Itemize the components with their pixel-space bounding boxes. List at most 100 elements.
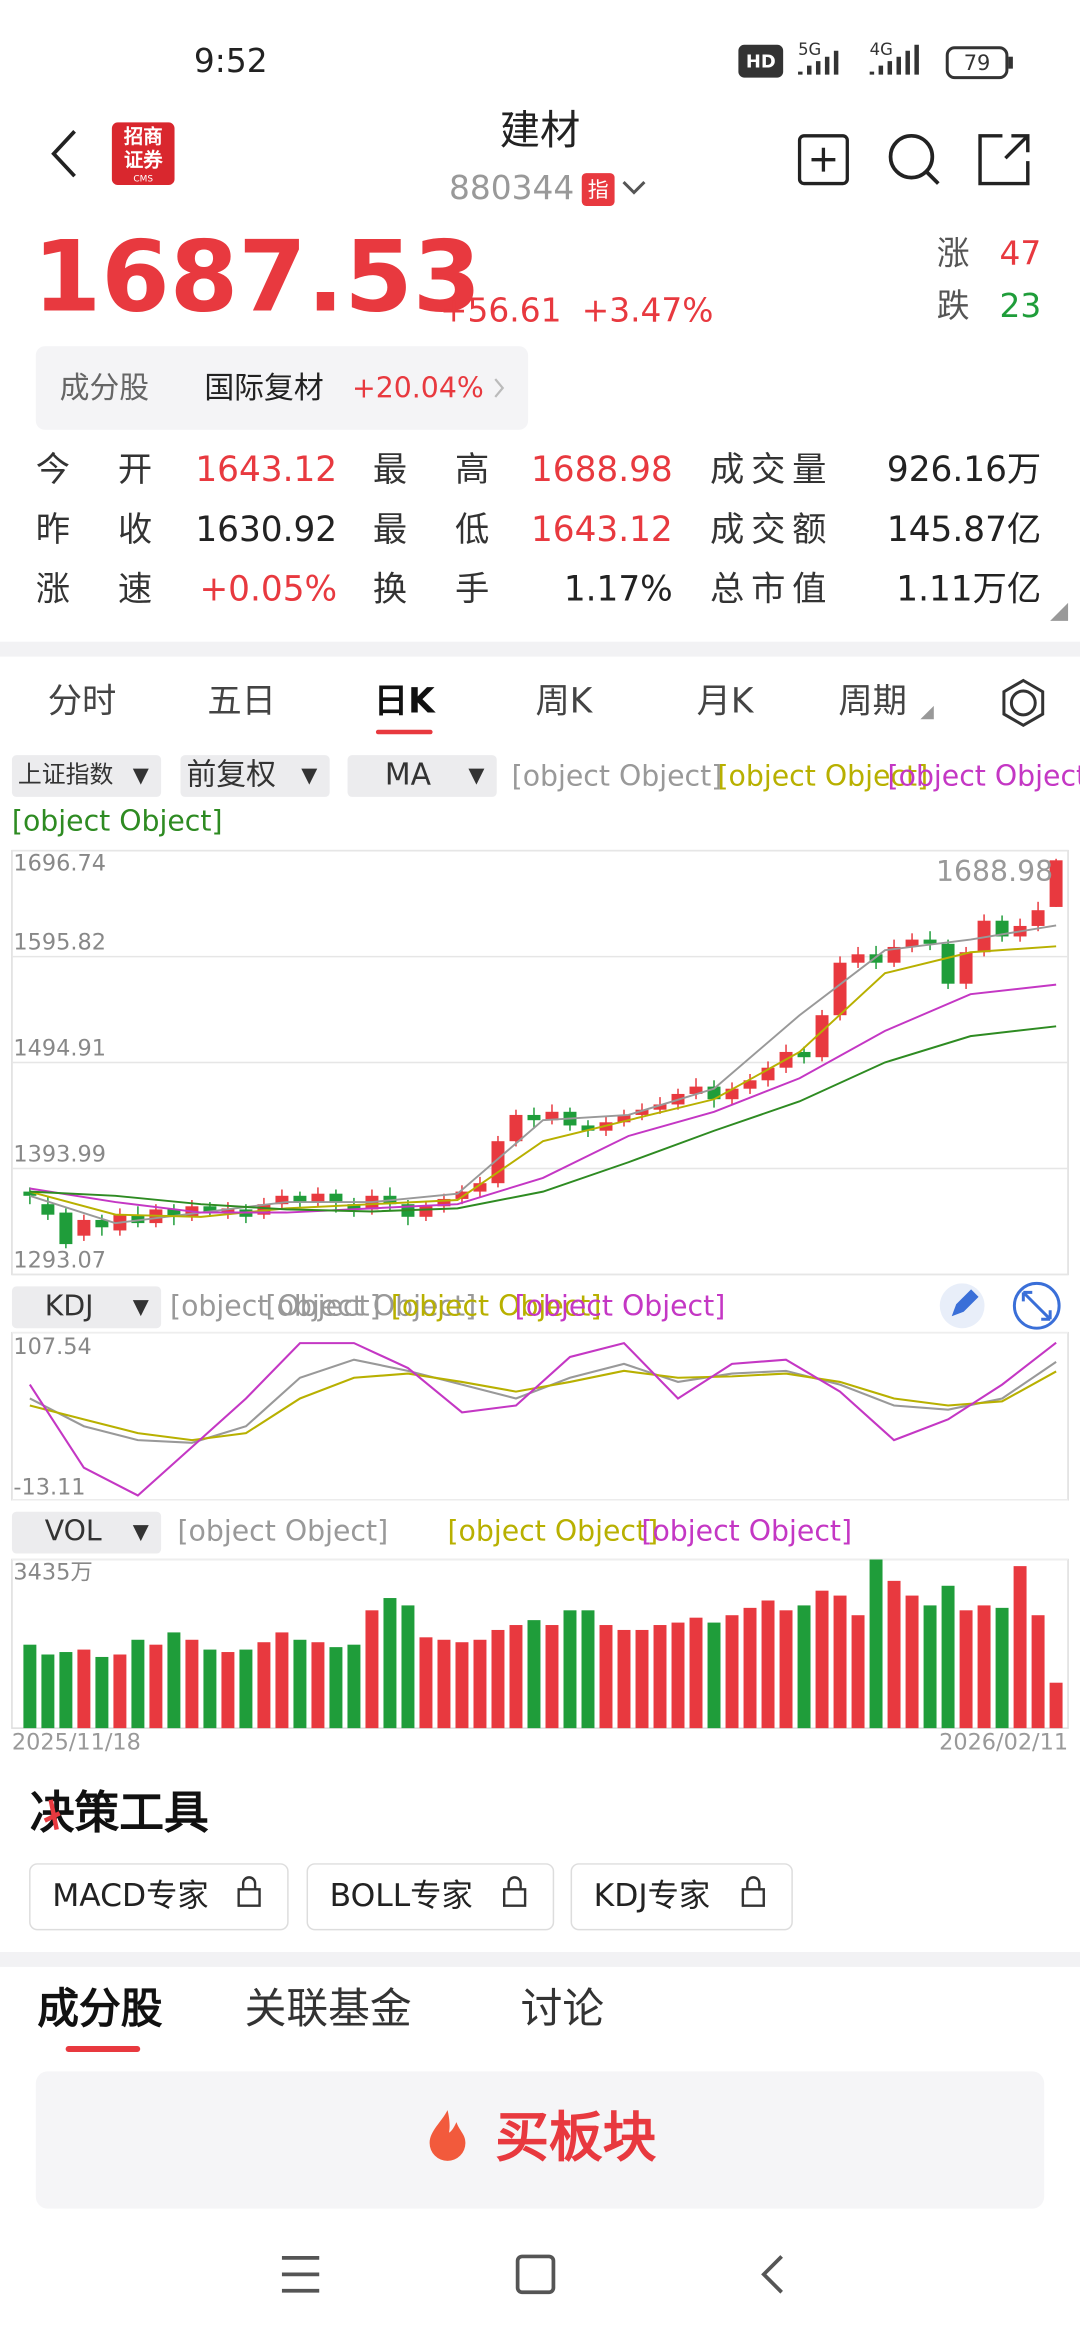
selector-label: 前复权	[186, 758, 275, 793]
kdj-chart: [object Object][object Object][object Ob…	[11, 1289, 1069, 1501]
y-tick-label: -13.11	[13, 1474, 85, 1500]
stat-label: 昨收	[36, 510, 152, 550]
candle-body	[887, 946, 901, 963]
kdj-line	[29, 1358, 1057, 1444]
share-button[interactable]	[978, 134, 1030, 186]
y-tick-label: 1393.99	[13, 1142, 106, 1168]
volume-bar	[311, 1642, 325, 1729]
tab[interactable]: 五日	[207, 681, 276, 721]
battery-level: 79	[964, 51, 991, 75]
volume-bar	[113, 1654, 127, 1729]
tool-button[interactable]	[29, 1863, 289, 1931]
candle-body	[923, 939, 937, 944]
arrow: ▼	[301, 763, 317, 787]
volume-bar	[1049, 1682, 1063, 1729]
bottom-tab[interactable]: 成分股	[37, 1984, 163, 2033]
back-nav[interactable]	[761, 2255, 783, 2294]
top-stock-pill[interactable]	[35, 346, 529, 430]
settings-icon[interactable]	[1009, 689, 1037, 717]
stat-value: 1.11万亿	[896, 569, 1041, 609]
end-date: 2026/02/11	[939, 1730, 1068, 1756]
tool-button-label: MACD专家	[52, 1878, 209, 1914]
menu-nav[interactable]	[281, 2256, 320, 2293]
kdj-legend: [object Object]	[170, 1289, 381, 1322]
volume-bar	[365, 1610, 379, 1729]
signal	[798, 50, 839, 75]
home-nav[interactable]	[515, 2254, 556, 2295]
y-tick-label: 3435万	[13, 1559, 92, 1585]
volume-bar	[419, 1637, 433, 1729]
corner	[1050, 602, 1069, 621]
top-stock-name: 国际复材	[204, 371, 323, 406]
selector[interactable]	[347, 755, 497, 797]
candle-body	[635, 1109, 649, 1115]
start-date: 2025/11/18	[12, 1730, 141, 1756]
volume-bar	[293, 1639, 307, 1729]
candle-body	[833, 962, 847, 1016]
stat-value: +0.05%	[199, 569, 337, 609]
tab[interactable]: 日K	[374, 681, 436, 721]
volume-bar	[347, 1644, 361, 1729]
volume-bar	[185, 1639, 199, 1729]
vol-selector[interactable]	[11, 1511, 162, 1554]
tab[interactable]: 周K	[535, 681, 593, 721]
volume-bar	[743, 1607, 757, 1729]
candle-body	[995, 920, 1009, 937]
volume-bar	[491, 1629, 505, 1729]
tab[interactable]: 周期	[838, 681, 907, 721]
tool-buttons: MACD专家 BOLL专家 KDJ专家	[29, 1863, 793, 1931]
candle-body	[725, 1088, 739, 1100]
vol-legend: [object Object]	[448, 1515, 659, 1548]
expand-button[interactable]	[1012, 1281, 1061, 1330]
volume-bar	[149, 1644, 163, 1729]
ma-legend: [object Object]	[12, 804, 223, 837]
candle-body	[815, 1015, 829, 1058]
kdj-legend: [object Object]	[515, 1289, 726, 1322]
candle-body	[617, 1114, 631, 1123]
tool-button[interactable]	[570, 1863, 793, 1931]
arrow: ▼	[133, 1520, 149, 1544]
kdj-selector[interactable]	[11, 1286, 162, 1329]
back-button[interactable]	[51, 130, 76, 178]
up-count: 47	[999, 235, 1041, 273]
down-label: 跌	[937, 287, 970, 325]
tool-button[interactable]	[306, 1863, 555, 1931]
tab[interactable]: 分时	[48, 681, 117, 721]
bottom-tab[interactable]: 关联基金	[245, 1984, 412, 2033]
lock-icon	[503, 1876, 527, 1907]
ma-legend: [object Object]	[888, 760, 1080, 793]
tab[interactable]: 月K	[697, 681, 755, 721]
max-label: 1688.98	[936, 855, 1053, 888]
search-button[interactable]	[888, 133, 935, 180]
pencil	[951, 1289, 979, 1317]
separator	[0, 641, 1080, 657]
flame-icon	[429, 2110, 466, 2161]
vol-legend: [object Object]	[641, 1515, 852, 1548]
hd-label: HD	[746, 52, 776, 73]
y-tick-label: 1696.74	[13, 851, 106, 877]
y-tick-label: 107.54	[13, 1334, 91, 1360]
dropdown[interactable]	[622, 181, 646, 195]
stat-label: 最低	[373, 510, 489, 550]
top-stock-label: 成分股	[60, 371, 149, 406]
stat-label: 涨速	[36, 569, 152, 609]
up-label: 涨	[937, 235, 970, 273]
volume-bar	[761, 1600, 775, 1729]
tools-accent	[43, 1799, 61, 1831]
volume-bar	[905, 1595, 919, 1729]
vol-selector-label: VOL	[45, 1515, 102, 1548]
volume-bar	[581, 1610, 595, 1729]
bottom-tab[interactable]: 讨论	[521, 1984, 605, 2033]
candle-body	[41, 1204, 55, 1215]
net-label: 4G	[870, 40, 893, 59]
settings-hex	[1002, 678, 1045, 728]
add-button[interactable]	[797, 134, 849, 186]
volume-bar	[941, 1585, 955, 1729]
selector[interactable]	[11, 755, 162, 797]
price: 1687.53	[33, 220, 481, 334]
buy-button[interactable]	[35, 2071, 1045, 2209]
selector[interactable]	[180, 755, 330, 797]
price-chart: 1696.74 1595.82 1494.91 1393.99 1293.07 1688.…	[11, 849, 1069, 1276]
volume-bar	[545, 1625, 559, 1729]
vol-legend: [object Object]	[178, 1515, 389, 1548]
